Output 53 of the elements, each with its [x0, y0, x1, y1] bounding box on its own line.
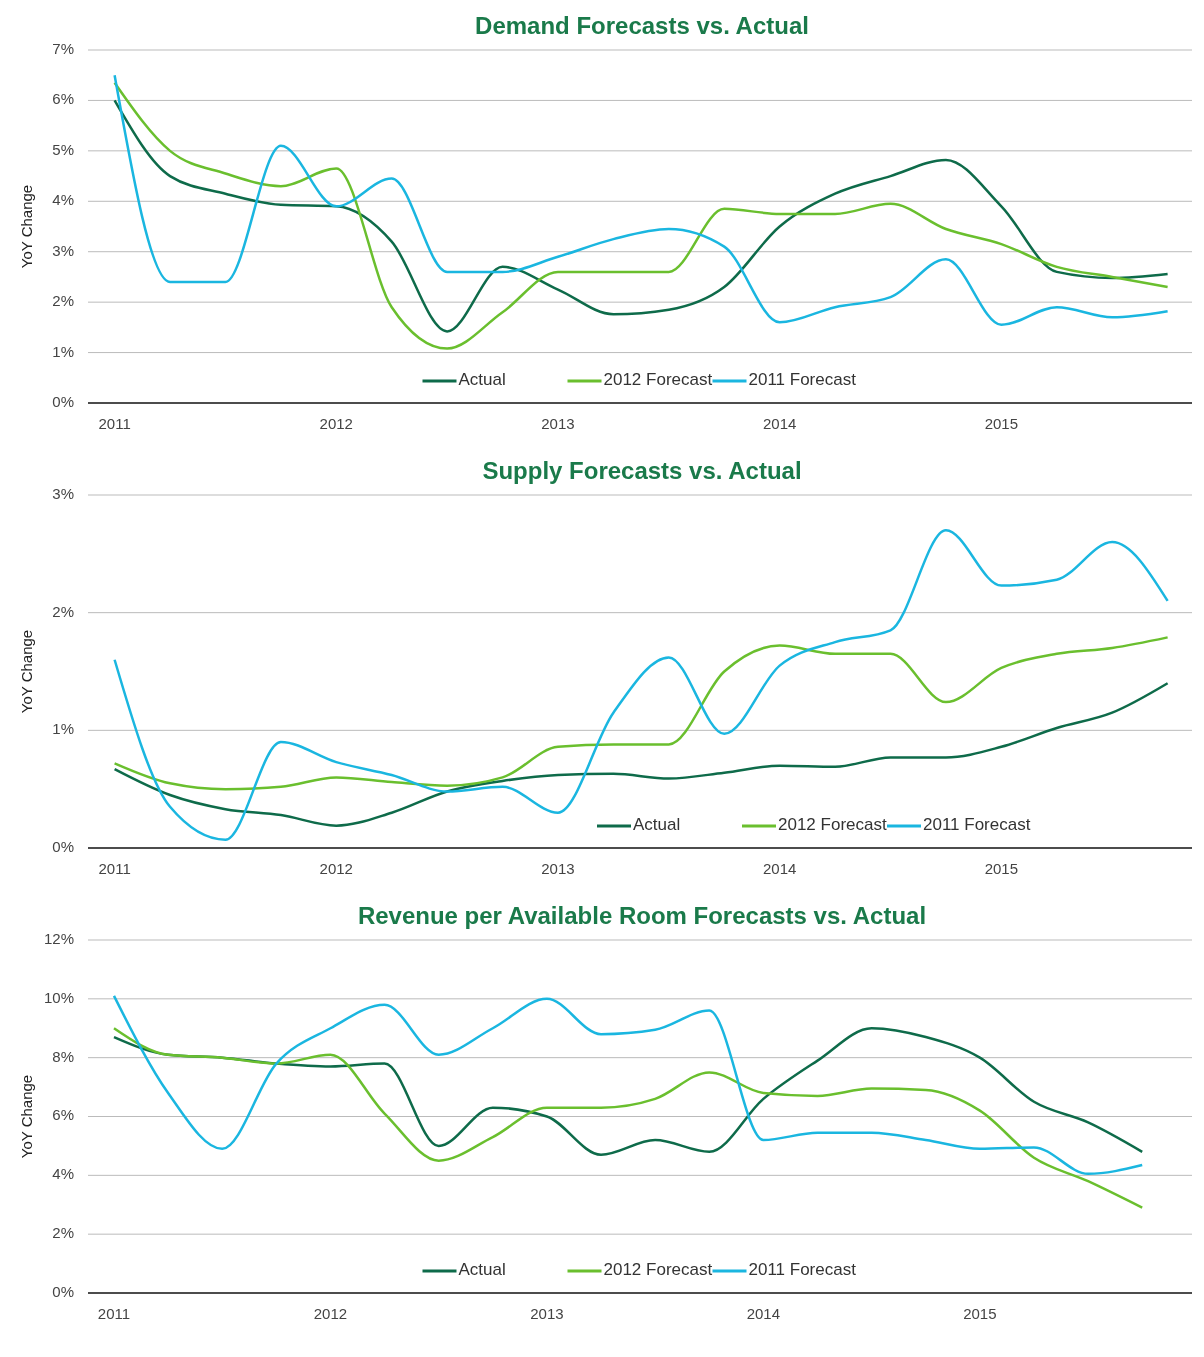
y-tick-label: 2%	[52, 602, 74, 620]
line-series	[113, 636, 1169, 791]
legend-label: 2012 Forecast	[603, 370, 713, 390]
y-tick-label: 4%	[52, 1165, 74, 1183]
x-tick-label: 2012	[319, 860, 353, 877]
legend-label: 2012 Forecast	[778, 815, 887, 835]
legend-label: 2011 Forecast	[748, 370, 857, 390]
y-tick-label: 2%	[52, 1224, 74, 1242]
line-series	[112, 994, 1144, 1176]
chart-title: Demand Forecasts vs. Actual	[475, 12, 809, 39]
legend-label: Actual	[458, 370, 506, 390]
y-tick-label: 8%	[52, 1047, 74, 1065]
x-tick-label: 2015	[963, 1305, 997, 1322]
x-tick-label: 2013	[530, 1305, 564, 1322]
x-tick-label: 2011	[98, 860, 131, 877]
x-tick-label: 2014	[762, 860, 797, 877]
legend-label: 2012 Forecast	[603, 1260, 713, 1280]
line-series	[113, 529, 1169, 842]
y-tick-label: 3%	[52, 241, 74, 259]
line-series	[112, 1027, 1144, 1209]
y-tick-label: 10%	[43, 988, 74, 1006]
y-tick-label: 7%	[52, 39, 74, 57]
y-axis-title: YoY Change	[18, 629, 35, 714]
legend-label: Actual	[633, 815, 681, 835]
legend-label: Actual	[458, 1260, 506, 1280]
y-tick-label: 0%	[52, 392, 74, 410]
x-tick-label: 2013	[541, 415, 575, 432]
y-tick-label: 3%	[52, 484, 74, 502]
x-tick-label: 2012	[313, 1305, 348, 1322]
y-tick-label: 1%	[52, 720, 74, 738]
x-tick-label: 2014	[746, 1305, 781, 1322]
x-tick-label: 2015	[984, 860, 1019, 877]
x-tick-label: 2011	[97, 1305, 131, 1322]
y-tick-label: 2%	[52, 292, 74, 310]
x-tick-label: 2011	[98, 415, 131, 432]
y-tick-label: 6%	[52, 90, 74, 108]
y-axis-title: YoY Change	[18, 184, 35, 269]
y-tick-label: 5%	[52, 140, 74, 158]
legend-label: 2011 Forecast	[748, 1260, 857, 1280]
x-tick-label: 2014	[762, 415, 797, 432]
legend-label: 2011 Forecast	[923, 815, 1031, 835]
y-tick-label: 0%	[52, 837, 74, 855]
x-tick-label: 2015	[984, 415, 1019, 432]
x-tick-label: 2013	[541, 860, 575, 877]
x-tick-label: 2012	[319, 415, 353, 432]
chart-title: Supply Forecasts vs. Actual	[482, 457, 802, 484]
chart-title: Revenue per Available Room Forecasts vs. Actual	[357, 902, 927, 929]
y-tick-label: 1%	[52, 342, 74, 360]
y-tick-label: 6%	[52, 1106, 74, 1124]
y-tick-label: 4%	[52, 191, 74, 209]
y-tick-label: 0%	[52, 1282, 74, 1300]
y-tick-label: 12%	[43, 929, 74, 947]
y-axis-title: YoY Change	[18, 1074, 35, 1159]
